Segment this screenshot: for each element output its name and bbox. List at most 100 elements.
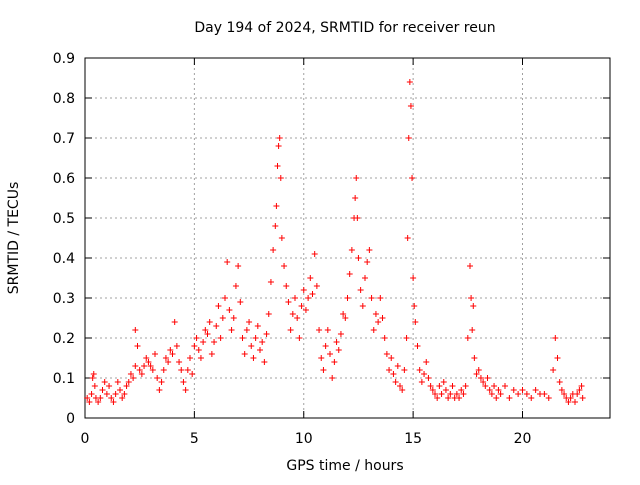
data-point — [182, 387, 189, 393]
data-point — [379, 315, 386, 321]
data-point — [162, 355, 169, 361]
data-point — [565, 399, 572, 405]
data-point — [125, 379, 132, 385]
data-point — [377, 295, 384, 301]
x-tick-label: 15 — [404, 431, 422, 447]
data-point — [276, 135, 283, 141]
data-point — [239, 335, 246, 341]
data-point — [313, 283, 320, 289]
data-point — [294, 315, 301, 321]
data-points — [84, 79, 586, 405]
data-point — [138, 371, 145, 377]
x-axis-label: GPS time / hours — [286, 458, 403, 474]
data-point — [470, 303, 477, 309]
data-point — [311, 251, 318, 257]
data-point — [353, 175, 360, 181]
data-point — [477, 375, 484, 381]
data-point — [410, 275, 417, 281]
data-point — [169, 351, 176, 357]
data-point — [228, 327, 235, 333]
data-point — [425, 375, 432, 381]
data-point — [91, 383, 98, 389]
data-point — [243, 327, 250, 333]
data-point — [468, 295, 475, 301]
data-point — [493, 395, 500, 401]
data-point — [119, 395, 126, 401]
data-point — [502, 383, 508, 389]
data-point — [184, 367, 191, 373]
data-point — [152, 351, 158, 357]
data-point — [519, 387, 526, 393]
data-point — [469, 327, 476, 333]
data-point — [390, 371, 397, 377]
data-point — [106, 383, 113, 389]
data-point — [445, 395, 452, 401]
data-point — [331, 359, 338, 365]
data-point — [200, 339, 207, 345]
x-tick-label: 10 — [295, 431, 313, 447]
data-point — [458, 387, 465, 393]
data-point — [202, 327, 209, 333]
data-point — [254, 323, 261, 329]
data-point — [302, 307, 309, 313]
data-point — [528, 395, 535, 401]
data-point — [495, 387, 502, 393]
data-point — [403, 335, 410, 341]
data-point — [277, 175, 284, 181]
data-point — [440, 379, 447, 385]
data-point — [381, 335, 388, 341]
data-point — [272, 223, 279, 229]
data-point — [348, 247, 355, 253]
data-point — [270, 247, 277, 253]
data-point — [197, 355, 204, 361]
data-point — [567, 395, 574, 401]
data-point — [412, 319, 419, 325]
grid — [85, 58, 610, 418]
data-point — [160, 367, 167, 373]
data-point — [143, 355, 150, 361]
data-point — [442, 387, 449, 393]
data-point — [127, 371, 134, 377]
data-point — [226, 307, 233, 313]
data-point — [438, 391, 445, 397]
data-point — [130, 375, 137, 381]
data-point — [110, 399, 117, 405]
data-point — [215, 303, 222, 309]
y-tick-label: 0.6 — [53, 171, 75, 187]
x-tick-label: 20 — [514, 431, 532, 447]
data-point — [204, 331, 211, 337]
data-point — [273, 203, 280, 209]
data-point — [337, 331, 344, 337]
data-point — [399, 387, 406, 393]
data-point — [578, 383, 585, 389]
data-point — [354, 215, 361, 221]
data-point — [364, 259, 371, 265]
data-point — [467, 263, 473, 269]
data-point — [532, 387, 539, 393]
data-point — [230, 315, 237, 321]
data-point — [274, 163, 281, 169]
data-point — [298, 303, 305, 309]
data-point — [484, 375, 491, 381]
data-point — [275, 143, 282, 149]
data-point — [556, 379, 563, 385]
data-point — [471, 355, 478, 361]
data-point — [180, 379, 187, 385]
data-point — [248, 343, 255, 349]
data-point — [178, 367, 185, 373]
data-point — [324, 327, 331, 333]
data-point — [397, 383, 403, 389]
data-point — [554, 355, 561, 361]
data-point — [250, 355, 257, 361]
data-point — [173, 343, 180, 349]
data-point — [388, 355, 395, 361]
data-point — [346, 271, 353, 277]
data-point — [423, 359, 430, 365]
data-point — [86, 399, 93, 405]
data-point — [165, 359, 172, 365]
y-axis-label: SRMTID / TECUs — [6, 182, 22, 295]
data-point — [386, 367, 393, 373]
data-point — [383, 351, 390, 357]
data-point — [447, 391, 454, 397]
data-point — [316, 327, 323, 333]
